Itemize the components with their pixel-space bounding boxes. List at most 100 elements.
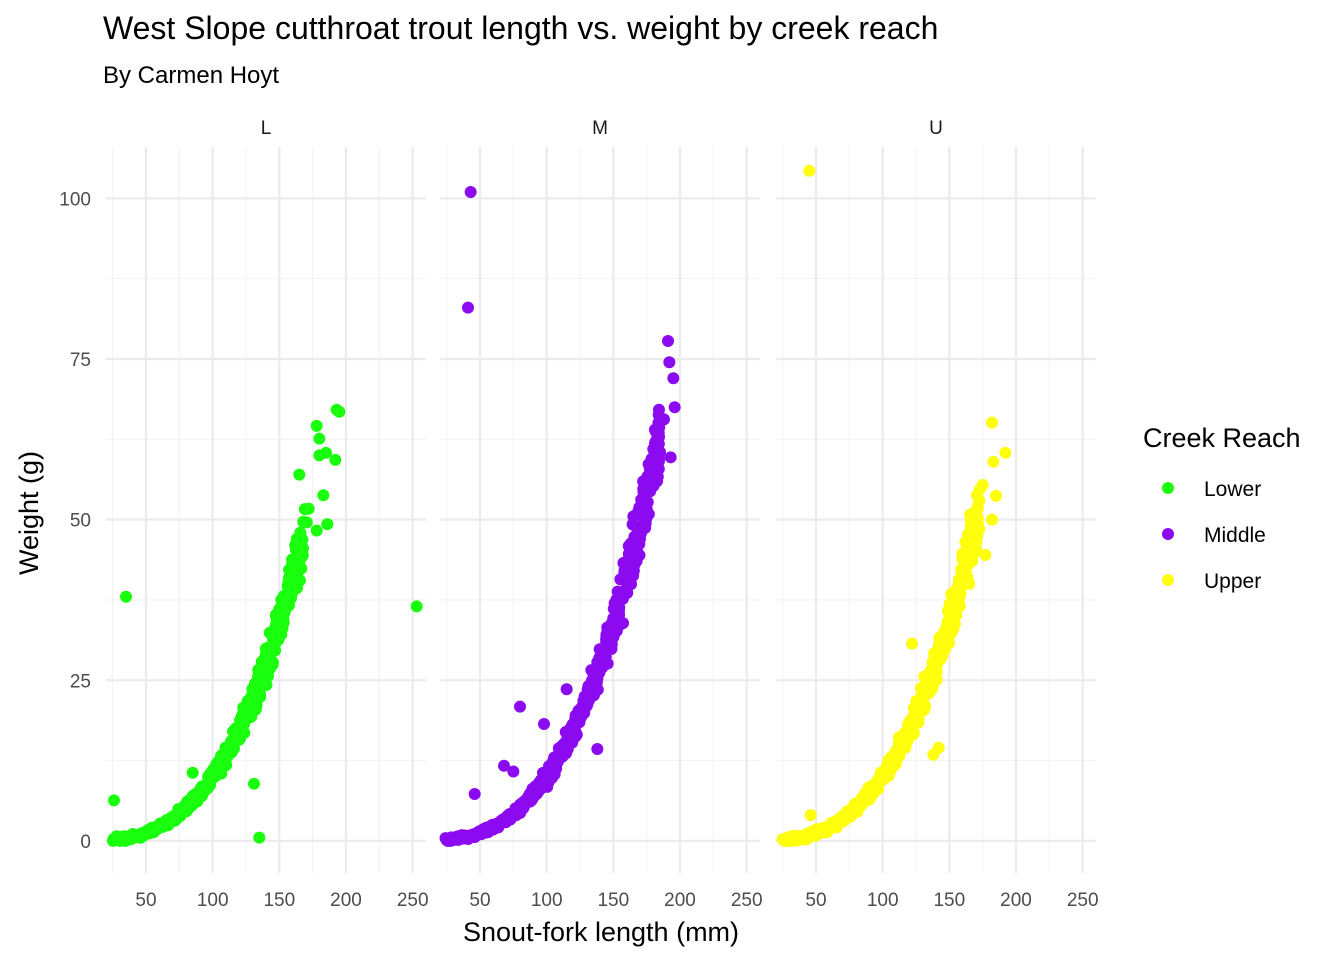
data-point (650, 427, 663, 440)
point-cloud-upper (776, 164, 1012, 847)
facet-panel-u: U 50 100 150 200 250 (776, 118, 1099, 911)
data-point (457, 832, 470, 845)
data-point (627, 510, 640, 523)
data-point (664, 451, 677, 464)
x-tick-label: 250 (397, 890, 429, 911)
data-point (595, 654, 608, 667)
data-point (474, 826, 487, 839)
data-point (290, 532, 303, 545)
facet-strip-label: U (929, 118, 943, 139)
data-point (462, 301, 474, 314)
x-tick-label: 150 (263, 890, 295, 911)
x-tick-label: 200 (330, 890, 362, 911)
data-point (628, 558, 641, 571)
data-point (956, 574, 969, 587)
data-point (516, 799, 529, 812)
y-tick-label: 100 (59, 189, 91, 210)
data-point (804, 809, 817, 822)
data-point (617, 557, 630, 570)
data-point (293, 468, 306, 481)
data-point (591, 743, 604, 756)
legend-key-middle (1162, 528, 1174, 540)
data-point (999, 446, 1012, 459)
data-point (858, 793, 871, 806)
legend-title: Creek Reach (1143, 423, 1301, 453)
data-point (948, 601, 961, 614)
y-tick-label: 0 (80, 832, 91, 853)
data-point (648, 477, 661, 490)
data-point (239, 710, 252, 723)
data-point (907, 702, 920, 715)
data-point (122, 830, 135, 843)
data-point (621, 576, 634, 589)
data-point (966, 528, 979, 541)
data-point (807, 828, 820, 841)
data-point (634, 532, 646, 545)
data-point (296, 550, 309, 563)
data-point (507, 765, 520, 778)
data-point (906, 637, 918, 650)
legend-key-lower (1162, 482, 1174, 494)
data-point (486, 822, 499, 835)
data-point (936, 649, 949, 662)
data-point (976, 478, 989, 491)
data-point (138, 827, 151, 840)
x-tick-label: 250 (731, 890, 763, 911)
chart-title: West Slope cutthroat trout length vs. we… (103, 10, 938, 46)
data-point (927, 748, 940, 761)
chart-subtitle: By Carmen Hoyt (103, 62, 279, 89)
data-point (588, 682, 601, 695)
data-point (603, 631, 616, 644)
data-point (658, 413, 670, 426)
legend-label: Upper (1204, 570, 1261, 593)
data-point (297, 515, 310, 528)
data-point (667, 372, 680, 385)
data-point (265, 642, 278, 655)
data-point (590, 670, 603, 683)
data-point (987, 455, 1000, 468)
data-point (663, 356, 676, 369)
data-point (313, 432, 326, 445)
data-point (785, 832, 798, 845)
data-point (662, 335, 674, 348)
data-point (259, 665, 272, 678)
legend: Creek Reach Lower Middle Upper (1143, 423, 1301, 593)
data-point (302, 502, 315, 515)
data-point (156, 818, 169, 831)
data-point (329, 453, 342, 466)
legend-label: Middle (1204, 524, 1266, 547)
data-point (824, 820, 837, 833)
data-point (254, 690, 267, 703)
legend-key-upper (1162, 574, 1174, 586)
data-point (310, 419, 323, 432)
data-point (668, 401, 681, 414)
data-point (320, 446, 332, 459)
data-point (221, 743, 234, 756)
data-point (942, 616, 955, 629)
data-point (594, 643, 607, 656)
legend-label: Lower (1204, 478, 1261, 501)
x-tick-label: 200 (1000, 890, 1032, 911)
data-point (147, 825, 160, 838)
data-point (635, 493, 648, 506)
data-point (605, 617, 618, 630)
data-point (551, 754, 564, 767)
data-point (538, 717, 550, 730)
data-point (310, 524, 323, 537)
data-point (248, 777, 260, 790)
data-point (553, 741, 566, 754)
data-point (904, 721, 917, 734)
x-tick-label: 250 (1067, 890, 1099, 911)
y-tick-label: 75 (70, 350, 91, 371)
x-axis-title: Snout-fork length (mm) (463, 917, 739, 947)
data-point (569, 724, 582, 737)
x-tick-label: 100 (197, 890, 229, 911)
point-cloud-lower (106, 403, 423, 847)
y-tick-label: 50 (70, 511, 91, 532)
data-point (936, 636, 949, 649)
data-point (317, 489, 330, 502)
data-point (875, 771, 888, 784)
x-tick-label: 150 (933, 890, 965, 911)
data-point (639, 521, 652, 534)
